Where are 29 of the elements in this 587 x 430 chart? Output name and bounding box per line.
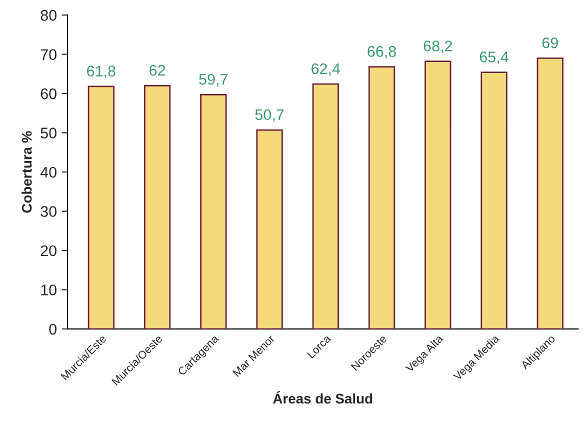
bar (256, 129, 283, 329)
y-tick-label: 30 (40, 206, 56, 217)
data-label: 62 (150, 64, 166, 76)
bar (368, 66, 396, 329)
bar (88, 86, 114, 329)
bar (144, 84, 171, 329)
data-label: 69 (542, 37, 558, 48)
bar (200, 94, 227, 329)
y-axis-title: Cobertura % (22, 131, 32, 213)
y-tick-label: 50 (40, 128, 56, 138)
y-tick-label: 40 (40, 166, 56, 178)
x-axis-title: Áreas de Salud (273, 391, 372, 404)
data-label: 59,7 (199, 74, 228, 87)
data-label: 62,4 (312, 63, 340, 76)
data-label: 50,7 (255, 109, 284, 122)
bar (480, 72, 508, 329)
y-tick-label: 0 (49, 324, 56, 335)
bar (536, 58, 564, 329)
bar (312, 83, 339, 329)
y-tick-label: 10 (41, 284, 56, 296)
data-label: 65,4 (480, 52, 508, 64)
y-tick-label: 70 (40, 49, 56, 60)
y-tick-label: 20 (40, 245, 56, 256)
data-label: 68,2 (424, 40, 452, 54)
y-tick-label: 60 (40, 88, 56, 100)
data-label: 66,8 (368, 46, 396, 59)
y-tick-label: 80 (40, 10, 56, 21)
data-label: 61,8 (87, 66, 116, 78)
bar (424, 60, 452, 329)
